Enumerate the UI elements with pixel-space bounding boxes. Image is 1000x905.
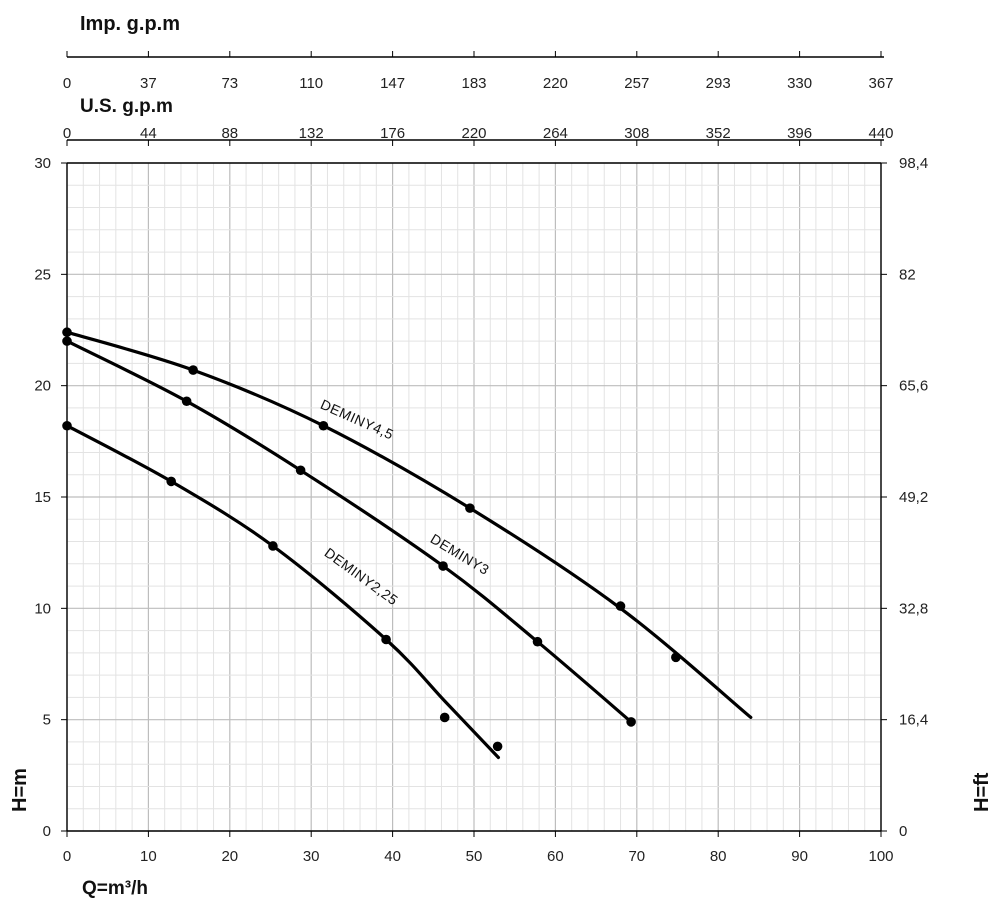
plot-frame bbox=[66, 56, 884, 832]
point-deminy4-5 bbox=[62, 327, 72, 338]
point-deminy4-5 bbox=[188, 365, 198, 375]
x-tick-label: 90 bbox=[791, 848, 808, 865]
us-gpm-tick-label: 176 bbox=[380, 125, 405, 142]
point-deminy2-25 bbox=[492, 741, 503, 752]
point-deminy3 bbox=[626, 717, 636, 727]
us-gpm-tick-label: 264 bbox=[543, 125, 568, 142]
us-gpm-tick-label: 88 bbox=[221, 125, 238, 142]
x-tick-label: 50 bbox=[466, 848, 483, 865]
curve-label-deminy2-25: DEMINY2,25 bbox=[322, 544, 402, 608]
point-deminy2-25 bbox=[268, 541, 278, 551]
y-right-tick-label: 82 bbox=[899, 266, 916, 283]
us-gpm-tick-label: 440 bbox=[868, 125, 893, 142]
point-deminy3 bbox=[532, 636, 543, 647]
us-gpm-tick-label: 308 bbox=[624, 125, 649, 142]
imp-gpm-tick-label: 183 bbox=[461, 75, 486, 92]
point-deminy2-25 bbox=[439, 712, 450, 723]
point-deminy2-25 bbox=[62, 420, 72, 431]
us-gpm-tick-label: 0 bbox=[63, 125, 71, 142]
imp-gpm-tick-label: 220 bbox=[543, 75, 568, 92]
y-left-tick-label: 0 bbox=[43, 823, 51, 840]
point-deminy4-5 bbox=[318, 420, 329, 431]
curve-deminy3 bbox=[65, 339, 633, 724]
curve-label-deminy4-5: DEMINY4,5 bbox=[318, 396, 396, 443]
imp-gpm-tick-label: 367 bbox=[868, 75, 893, 92]
curves bbox=[65, 330, 753, 760]
point-deminy3 bbox=[295, 465, 306, 476]
imp-gpm-tick-label: 0 bbox=[63, 75, 71, 92]
point-deminy4-5 bbox=[671, 652, 681, 663]
y-right-tick-label: 0 bbox=[899, 823, 907, 840]
point-deminy2-25 bbox=[381, 634, 391, 645]
y-right-tick-label: 49,2 bbox=[899, 489, 928, 506]
curve-deminy4-5 bbox=[65, 330, 753, 719]
imp-gpm-tick-label: 73 bbox=[221, 75, 238, 92]
point-deminy4-5 bbox=[465, 503, 475, 513]
y-left-axis-title: H=m bbox=[9, 768, 31, 812]
imp-gpm-tick-label: 330 bbox=[787, 75, 812, 92]
imp-gpm-tick-label: 257 bbox=[624, 75, 649, 92]
y-right-tick-label: 98,4 bbox=[899, 155, 928, 172]
x-tick-label: 40 bbox=[384, 848, 401, 865]
point-deminy4-5 bbox=[615, 601, 626, 611]
curve-label-deminy3: DEMINY3 bbox=[428, 530, 493, 578]
y-left-tick-label: 20 bbox=[34, 378, 51, 395]
x-axis-title: Q=m³/h bbox=[82, 878, 148, 899]
x-tick-label: 100 bbox=[868, 848, 893, 865]
imp-gpm-tick-label: 110 bbox=[299, 75, 323, 92]
y-left-tick-label: 5 bbox=[43, 712, 51, 729]
imp-gpm-tick-label: 293 bbox=[706, 75, 731, 92]
imp-gpm-tick-label: 147 bbox=[380, 75, 405, 92]
y-left-tick-label: 15 bbox=[34, 489, 51, 506]
x-tick-label: 60 bbox=[547, 848, 564, 865]
y-left-tick-label: 10 bbox=[34, 600, 51, 617]
curve-deminy2-25 bbox=[65, 424, 500, 760]
x-tick-label: 10 bbox=[140, 848, 157, 865]
us-gpm-tick-label: 396 bbox=[787, 125, 812, 142]
tick-labels: 0001037442073883011013240147176501832206… bbox=[34, 75, 928, 865]
x-tick-label: 20 bbox=[221, 848, 238, 865]
point-deminy3 bbox=[62, 336, 72, 346]
us-gpm-tick-label: 220 bbox=[461, 125, 486, 142]
us-gpm-axis-title: U.S. g.p.m bbox=[80, 96, 173, 117]
imp-gpm-tick-label: 37 bbox=[140, 75, 157, 92]
y-left-tick-label: 30 bbox=[34, 155, 51, 172]
y-right-tick-label: 32,8 bbox=[899, 600, 928, 617]
y-left-tick-label: 25 bbox=[34, 266, 51, 283]
x-tick-label: 70 bbox=[628, 848, 645, 865]
x-tick-label: 30 bbox=[303, 848, 320, 865]
point-deminy2-25 bbox=[166, 476, 176, 487]
us-gpm-tick-label: 132 bbox=[299, 125, 324, 142]
us-gpm-tick-label: 44 bbox=[140, 125, 157, 142]
grid bbox=[66, 162, 882, 832]
y-right-tick-label: 16,4 bbox=[899, 712, 928, 729]
imp-gpm-axis-title: Imp. g.p.m bbox=[80, 13, 180, 35]
axis-ticks bbox=[61, 51, 887, 837]
y-right-axis-title: H=ft bbox=[971, 772, 993, 812]
x-tick-label: 0 bbox=[63, 848, 71, 865]
data-points bbox=[62, 327, 681, 752]
point-deminy3 bbox=[181, 396, 192, 407]
us-gpm-tick-label: 352 bbox=[706, 125, 731, 142]
y-right-tick-label: 65,6 bbox=[899, 378, 928, 395]
point-deminy3 bbox=[438, 561, 448, 571]
x-tick-label: 80 bbox=[710, 848, 727, 865]
